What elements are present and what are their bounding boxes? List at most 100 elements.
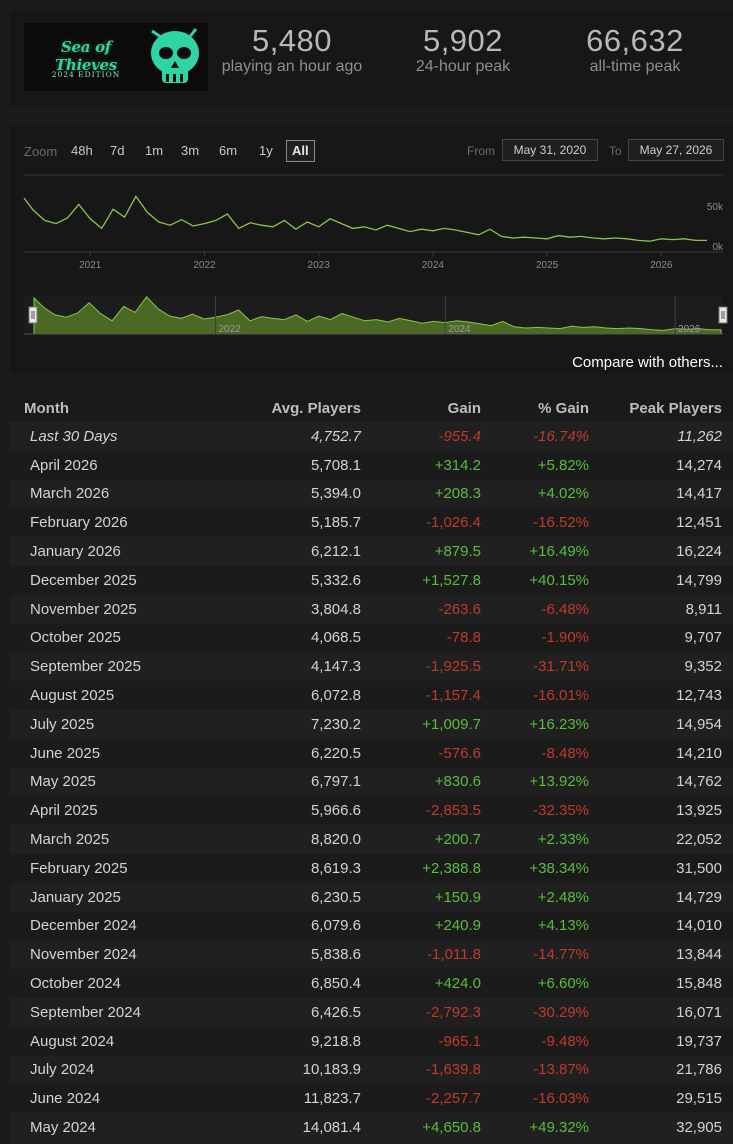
logo-title: Sea of Thieves: [55, 38, 117, 74]
zoom-3m-button[interactable]: 3m: [181, 143, 200, 158]
cell-avg-players: 6,426.5: [244, 997, 365, 1027]
chart-series-line: [23, 195, 707, 242]
table-row: April 2026 5,708.1 +314.2 +5.82% 14,274: [10, 450, 733, 480]
y-tick-label: 0k: [712, 242, 724, 253]
column-header-peak-players[interactable]: Peak Players: [593, 394, 733, 422]
cell-avg-players: 5,394.0: [244, 479, 365, 509]
cell-gain: +4,650.8: [365, 1113, 485, 1142]
x-tick-label: 2023: [308, 260, 331, 271]
cell-peak-players: 22,052: [593, 825, 733, 854]
stats-header: Sea of Thieves 2024 EDITION 5,480 playin…: [10, 10, 733, 106]
stat-all-time-peak-value: 66,632: [586, 23, 684, 58]
x-tick-label: 2022: [193, 260, 216, 271]
table-row: February 2026 5,185.7 -1,026.4 -16.52% 12,45…: [10, 508, 733, 538]
cell-gain: -1,925.5: [365, 652, 485, 682]
monthly-stats-table: Month Avg. Players Gain % Gain Peak Play…: [10, 394, 733, 1144]
to-label: To: [609, 144, 622, 158]
cell-gain: +2,388.8: [365, 853, 485, 883]
cell-month: December 2025: [10, 565, 244, 595]
from-date-input[interactable]: May 31, 2020: [502, 139, 598, 161]
cell-peak-players: 31,500: [593, 853, 733, 883]
cell-gain: -1,026.4: [365, 508, 485, 538]
cell-gain: +314.2: [365, 450, 485, 480]
table-row: March 2026 5,394.0 +208.3 +4.02% 14,417: [10, 479, 733, 509]
stat-24h-peak: 5,902 24-hour peak: [393, 24, 533, 76]
cell-avg-players: 5,708.1: [244, 450, 365, 480]
table-row: May 2024 14,081.4 +4,650.8 +49.32% 32,905: [10, 1113, 733, 1142]
column-header-gain[interactable]: Gain: [365, 394, 485, 422]
cell-month: October 2025: [10, 623, 244, 653]
cell-avg-players: 8,820.0: [244, 825, 365, 854]
column-header-month[interactable]: Month: [10, 394, 244, 422]
cell-peak-players: 32,905: [593, 1113, 733, 1142]
x-tick-label: 2021: [79, 260, 102, 271]
cell-peak-players: 19,737: [593, 1026, 733, 1056]
table-row: August 2024 9,218.8 -965.1 -9.48% 19,737: [10, 1026, 733, 1056]
zoom-1y-button[interactable]: 1y: [259, 143, 273, 158]
cell-avg-players: 5,838.6: [244, 940, 365, 970]
zoom-7d-button[interactable]: 7d: [110, 143, 125, 158]
table-row: March 2025 8,820.0 +200.7 +2.33% 22,052: [10, 825, 733, 854]
cell-month: June 2024: [10, 1084, 244, 1114]
cell-pct-gain: -6.48%: [485, 594, 593, 624]
stat-all-time-peak: 66,632 all-time peak: [565, 24, 705, 76]
cell-avg-players: 7,230.2: [244, 709, 365, 739]
cell-gain: +879.5: [365, 537, 485, 566]
cell-month: April 2026: [10, 450, 244, 480]
cell-peak-players: 12,743: [593, 681, 733, 710]
zoom-48h-button[interactable]: 48h: [71, 143, 93, 158]
cell-pct-gain: -8.48%: [485, 738, 593, 768]
zoom-label: Zoom: [24, 144, 58, 159]
cell-month: September 2025: [10, 652, 244, 682]
column-header-pct-gain[interactable]: % Gain: [485, 394, 593, 422]
cell-month: May 2024: [10, 1113, 244, 1142]
column-header-avg-players[interactable]: Avg. Players: [244, 394, 365, 422]
navigator-right-handle[interactable]: [718, 306, 728, 324]
cell-avg-players: 6,797.1: [244, 767, 365, 797]
zoom-6m-button[interactable]: 6m: [219, 143, 238, 158]
cell-gain: +150.9: [365, 882, 485, 912]
compare-link[interactable]: Compare with others...: [572, 354, 723, 371]
cell-peak-players: 15,848: [593, 969, 733, 998]
table-row: Last 30 Days 4,752.7 -955.4 -16.74% 11,262: [10, 422, 733, 451]
cell-avg-players: 6,850.4: [244, 969, 365, 998]
cell-gain: -1,639.8: [365, 1055, 485, 1085]
cell-pct-gain: -16.03%: [485, 1084, 593, 1114]
table-row: May 2025 6,797.1 +830.6 +13.92% 14,762: [10, 767, 733, 797]
cell-gain: +1,527.8: [365, 565, 485, 595]
navigator-left-handle[interactable]: [28, 306, 38, 324]
cell-pct-gain: +6.60%: [485, 969, 593, 998]
cell-gain: +240.9: [365, 911, 485, 941]
cell-pct-gain: -30.29%: [485, 997, 593, 1027]
zoom-1m-button[interactable]: 1m: [145, 143, 164, 158]
player-count-chart[interactable]: 50k 0k 2021 2022 2023 2024 2025 2026 2022 2024 202…: [10, 126, 733, 374]
cell-peak-players: 16,071: [593, 997, 733, 1027]
game-logo[interactable]: Sea of Thieves 2024 EDITION: [24, 23, 208, 91]
table-row: September 2025 4,147.3 -1,925.5 -31.71% 9,35…: [10, 652, 733, 682]
cell-avg-players: 6,072.8: [244, 681, 365, 710]
cell-pct-gain: -32.35%: [485, 796, 593, 826]
x-tick-label: 2026: [650, 260, 673, 271]
stat-current-value: 5,480: [251, 23, 333, 58]
zoom-all-button[interactable]: All: [286, 140, 315, 162]
cell-month: July 2025: [10, 709, 244, 739]
from-label: From: [467, 144, 495, 158]
cell-avg-players: 6,220.5: [244, 738, 365, 768]
to-date-input[interactable]: May 27, 2026: [628, 139, 724, 161]
table-row: February 2025 8,619.3 +2,388.8 +38.34% 31,50…: [10, 853, 733, 883]
skull-icon: [151, 28, 199, 83]
table-row: January 2026 6,212.1 +879.5 +16.49% 16,224: [10, 537, 733, 566]
cell-pct-gain: +13.92%: [485, 767, 593, 797]
cell-month: July 2024: [10, 1055, 244, 1085]
cell-gain: -2,257.7: [365, 1084, 485, 1114]
cell-gain: +200.7: [365, 825, 485, 854]
cell-avg-players: 4,068.5: [244, 623, 365, 653]
table-row: December 2025 5,332.6 +1,527.8 +40.15% 14,79…: [10, 565, 733, 595]
navigator-area: [33, 296, 722, 335]
cell-month: January 2026: [10, 537, 244, 566]
cell-peak-players: 14,799: [593, 565, 733, 595]
table-row: July 2025 7,230.2 +1,009.7 +16.23% 14,954: [10, 709, 733, 739]
table-row: June 2024 11,823.7 -2,257.7 -16.03% 29,515: [10, 1084, 733, 1114]
cell-month: February 2025: [10, 853, 244, 883]
cell-month: Last 30 Days: [10, 422, 244, 451]
